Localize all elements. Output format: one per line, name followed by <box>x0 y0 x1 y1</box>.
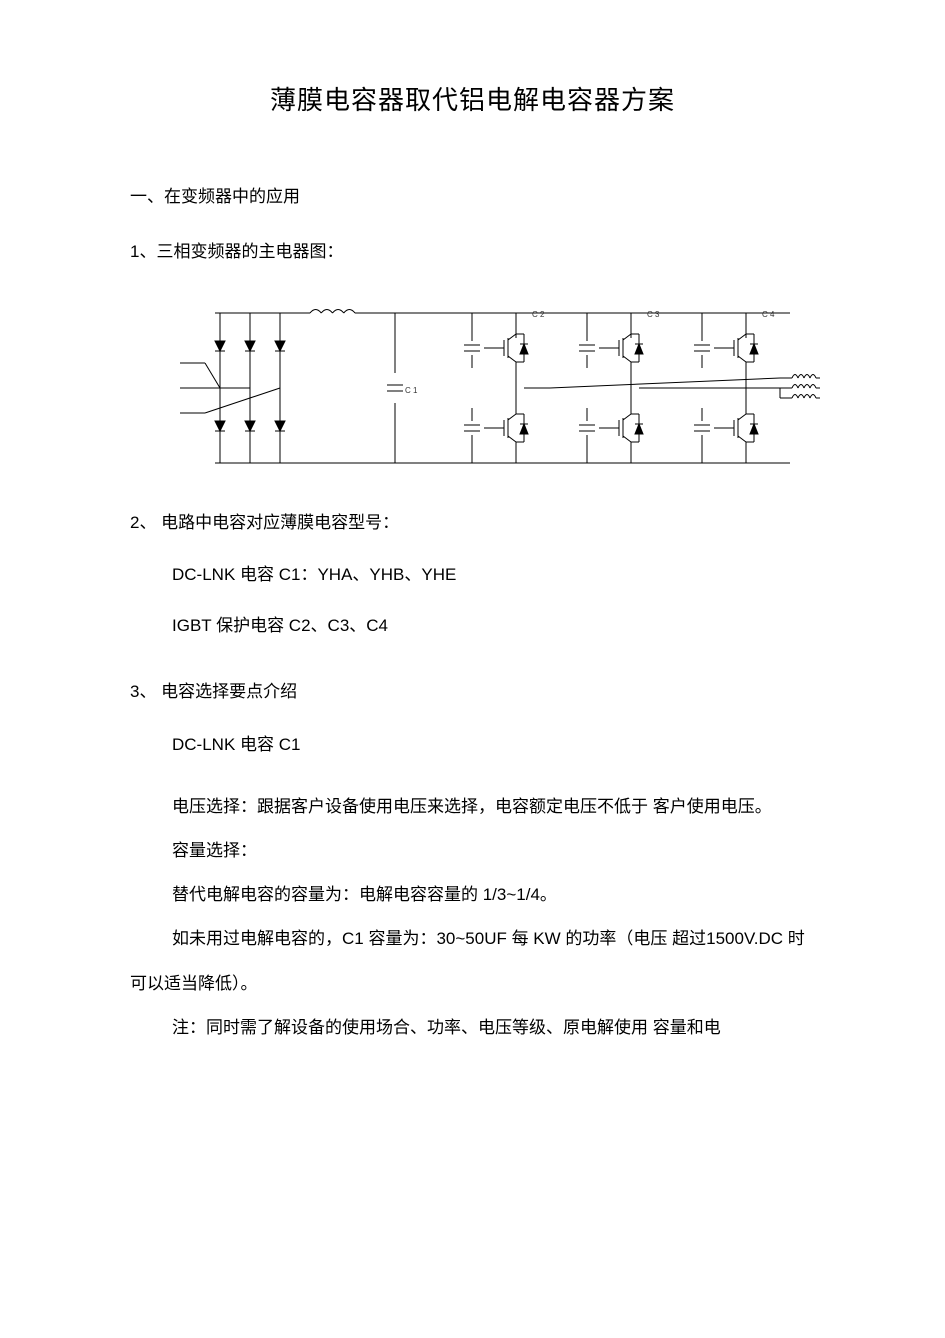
page-title: 薄膜电容器取代铝电解电容器方案 <box>130 80 815 117</box>
para-c1-capacity: 如未用过电解电容的，C1 容量为：30~50UF 每 KW 的功率（电压 超过1… <box>130 917 815 1005</box>
sub2-line2: IGBT 保护电容 C2、C3、C4 <box>172 604 815 648</box>
svg-text:C 4: C 4 <box>762 310 775 319</box>
sub2-line1: DC-LNK 电容 C1：YHA、YHB、YHE <box>172 553 815 597</box>
circuit-diagram: C 1 C 2 C 3 C 4 <box>180 293 815 483</box>
svg-text:C 3: C 3 <box>647 310 660 319</box>
svg-text:C 1: C 1 <box>405 386 418 395</box>
subsection-3: 3、 电容选择要点介绍 <box>130 672 815 713</box>
subsection-2: 2、 电路中电容对应薄膜电容型号： <box>130 503 815 544</box>
para-replace: 替代电解电容的容量为：电解电容容量的 1/3~1/4。 <box>130 873 815 917</box>
section-heading: 一、在变频器中的应用 <box>130 177 815 218</box>
sub3-line1: DC-LNK 电容 C1 <box>172 723 815 767</box>
para-capacity-label: 容量选择： <box>130 829 815 873</box>
svg-text:C 2: C 2 <box>532 310 545 319</box>
para-voltage: 电压选择：跟据客户设备使用电压来选择，电容额定电压不低于 客户使用电压。 <box>130 785 815 829</box>
subsection-1: 1、三相变频器的主电器图： <box>130 232 815 273</box>
para-note: 注：同时需了解设备的使用场合、功率、电压等级、原电解使用 容量和电 <box>130 1006 815 1050</box>
circuit-svg-group: C 1 C 2 C 3 C 4 <box>180 309 820 463</box>
